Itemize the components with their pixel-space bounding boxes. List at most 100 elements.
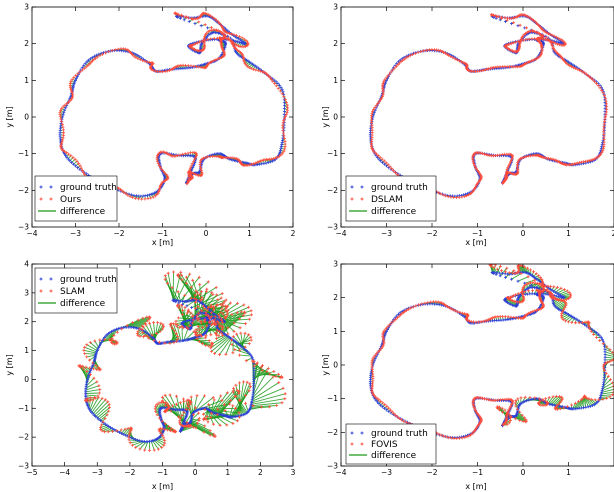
estimate-point — [197, 311, 201, 315]
estimate-point — [199, 169, 203, 173]
estimate-point — [396, 63, 400, 66]
estimate-point — [155, 332, 158, 335]
estimate-point — [245, 64, 249, 68]
estimate-point — [588, 75, 591, 79]
estimate-point — [70, 91, 74, 95]
estimate-point — [189, 151, 193, 155]
estimate-point — [115, 429, 119, 433]
estimate-point — [471, 160, 475, 164]
estimate-point — [254, 362, 258, 366]
estimate-point — [492, 14, 495, 18]
estimate-point — [74, 74, 78, 77]
estimate-point — [91, 361, 95, 365]
estimate-point — [194, 155, 198, 159]
estimate-point — [62, 133, 65, 137]
estimate-point — [92, 58, 96, 62]
estimate-point — [240, 36, 244, 40]
difference-line — [252, 371, 268, 397]
ground-truth-point — [90, 56, 94, 59]
difference-line — [69, 157, 74, 162]
estimate-point — [96, 366, 100, 369]
estimate-point — [534, 30, 538, 34]
estimate-point — [162, 436, 166, 440]
estimate-point — [260, 159, 264, 162]
estimate-point — [578, 68, 582, 72]
estimate-point — [154, 404, 158, 408]
estimate-point — [178, 419, 182, 423]
estimate-point — [122, 190, 126, 194]
estimate-point — [482, 152, 486, 156]
estimate-point — [107, 50, 111, 54]
estimate-point — [213, 318, 217, 322]
difference-line — [85, 366, 91, 371]
estimate-point — [271, 375, 275, 379]
estimate-point — [244, 359, 248, 363]
estimate-point — [72, 76, 76, 79]
estimate-point — [81, 364, 85, 368]
estimate-point — [200, 309, 204, 313]
difference-line — [153, 322, 156, 342]
estimate-point — [204, 290, 208, 293]
difference-line — [214, 337, 231, 354]
estimate-point — [182, 424, 186, 428]
legend-dslam: ground truth DSLAM difference — [345, 175, 437, 222]
estimate-point — [239, 331, 243, 335]
estimate-point — [281, 126, 285, 130]
ground-truth-point — [193, 22, 197, 26]
estimate-point — [490, 13, 494, 17]
estimate-point — [484, 153, 488, 157]
difference-line — [92, 364, 98, 370]
difference-line — [250, 405, 277, 408]
ground-truth-point — [74, 164, 77, 168]
estimate-point — [199, 159, 203, 163]
estimate-point — [183, 293, 187, 297]
estimate-point — [226, 304, 230, 308]
estimate-point — [88, 341, 92, 344]
difference-line — [169, 324, 177, 342]
estimate-point — [505, 18, 509, 22]
estimate-point — [172, 341, 176, 345]
estimate-point — [235, 43, 238, 47]
estimate-point — [247, 65, 251, 69]
estimate-point — [546, 37, 550, 41]
estimate-point — [605, 107, 609, 111]
estimate-point — [181, 152, 184, 156]
estimate-point — [277, 381, 281, 384]
estimate-point — [228, 301, 232, 305]
estimate-point — [514, 40, 518, 44]
estimate-point — [449, 195, 453, 199]
estimate-point — [241, 313, 245, 317]
estimate-point — [104, 51, 108, 55]
x-tick-label: 1 — [247, 229, 252, 238]
estimate-point — [174, 11, 178, 15]
estimate-point — [128, 441, 132, 445]
x-tick-label: −4 — [26, 229, 37, 238]
estimate-point — [541, 33, 545, 37]
ground-truth-point — [380, 161, 384, 164]
y-tick-label: −3 — [18, 223, 29, 232]
estimate-point — [274, 375, 278, 378]
difference-line — [85, 385, 100, 391]
estimate-point — [254, 68, 258, 72]
difference-line — [253, 373, 279, 376]
estimate-point — [98, 388, 102, 392]
difference-line — [71, 158, 76, 163]
ground-truth-point — [147, 193, 151, 197]
estimate-point — [580, 69, 583, 73]
ground-truth-point — [279, 149, 282, 152]
difference-line — [152, 440, 159, 450]
estimate-point — [190, 321, 194, 325]
estimate-point — [206, 280, 210, 284]
estimate-point — [174, 319, 178, 323]
estimate-point — [216, 57, 220, 61]
estimate-point — [455, 58, 459, 62]
y-tick-label: 3 — [24, 3, 29, 12]
legend-marker-estimate-dslam — [350, 197, 364, 201]
estimate-point — [136, 329, 140, 333]
estimate-point — [204, 334, 208, 338]
estimate-point — [194, 306, 198, 310]
estimate-point — [136, 57, 140, 60]
estimate-point — [512, 41, 516, 45]
ground-truth-point — [139, 439, 143, 443]
estimate-point — [85, 355, 89, 359]
